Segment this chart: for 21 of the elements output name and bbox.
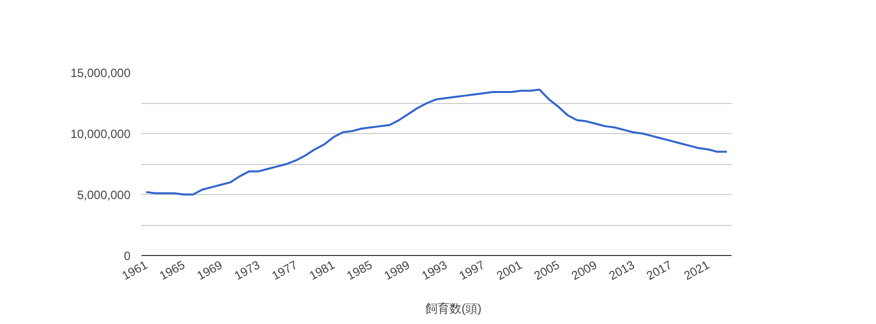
x-tick-label: 1977 [269, 258, 300, 283]
text: 飼育数(頭) [426, 300, 482, 318]
x-tick-label: 2017 [644, 258, 675, 283]
x-tick-label: 2001 [494, 258, 525, 283]
x-tick-label: 1993 [419, 258, 450, 283]
y-tick-label: 0 [124, 249, 131, 263]
y-tick-label: 15,000,000 [70, 66, 131, 80]
x-tick-label: 1965 [157, 258, 188, 283]
x-tick-label: 2013 [606, 258, 638, 283]
x-tick-label: 1981 [306, 258, 338, 283]
y-tick-label: 10,000,000 [70, 127, 131, 141]
x-tick-label: 1973 [232, 258, 262, 283]
x-tick-label: 2021 [682, 258, 712, 283]
x-tick-label: 2009 [569, 258, 600, 283]
line-series [145, 88, 728, 196]
x-tick-label: 1969 [194, 258, 225, 283]
x-tick-label: 2005 [532, 258, 562, 283]
y-tick-label: 5,000,000 [77, 188, 131, 202]
x-tick-label: 1989 [382, 258, 412, 283]
x-tick-label: 1997 [456, 258, 488, 283]
x-tick-label: 1985 [344, 258, 375, 283]
